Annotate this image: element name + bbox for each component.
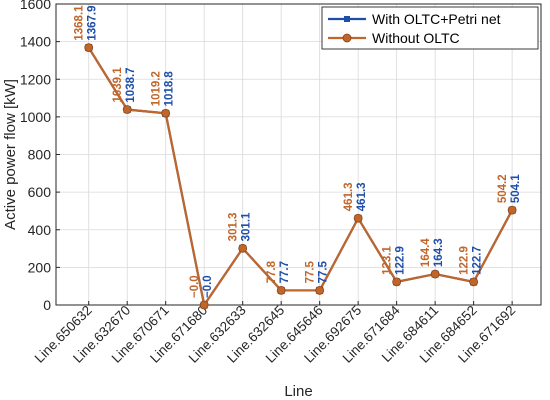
data-label: 77.5 [318, 260, 330, 283]
data-label: 1038.7 [125, 67, 137, 102]
data-point [315, 286, 325, 295]
legend-label: Without OLTC [372, 30, 460, 46]
data-point [276, 285, 286, 295]
data-label: 77.8 [266, 260, 278, 283]
y-tick-label: 200 [28, 259, 52, 275]
y-tick-label: 0 [43, 297, 51, 313]
data-label: 1367.9 [87, 5, 99, 40]
y-tick-label: 1000 [20, 109, 51, 125]
legend-box [321, 6, 539, 50]
data-label: 1018.8 [164, 71, 176, 107]
data-point [238, 243, 248, 253]
x-axis-title: Line [284, 383, 312, 400]
data-label: 122.9 [459, 246, 471, 275]
data-point [507, 205, 517, 215]
data-label: 122.7 [472, 246, 484, 275]
data-label: 77.5 [305, 260, 317, 283]
legend-marker [344, 16, 350, 22]
y-tick-label: 1600 [20, 0, 51, 12]
data-label: 122.9 [395, 246, 407, 275]
y-tick-label: 1200 [20, 71, 51, 87]
data-label: 504.2 [497, 174, 509, 203]
y-tick-label: 600 [28, 184, 52, 200]
data-label: 461.3 [343, 182, 355, 211]
y-tick-label: 800 [28, 147, 52, 163]
data-label: 164.4 [420, 238, 432, 267]
data-label: −0.0 [202, 275, 214, 298]
data-point [84, 43, 94, 53]
data-point [353, 213, 363, 223]
data-point [469, 277, 479, 287]
legend-label: With OLTC+Petri net [372, 11, 501, 27]
data-label: 504.1 [510, 174, 522, 203]
y-tick-label: 1400 [20, 34, 51, 50]
data-label: 1019.2 [151, 71, 163, 106]
data-label: 1368.1 [74, 5, 86, 41]
data-label: 301.1 [241, 212, 253, 241]
y-tick-label: 400 [28, 222, 52, 238]
data-label: 461.3 [356, 182, 368, 211]
y-axis-title: Active power flow [kW] [2, 79, 19, 230]
data-point [161, 108, 171, 118]
data-point [199, 300, 209, 310]
data-label: −0.0 [189, 275, 201, 298]
data-label: 1039.1 [112, 67, 124, 103]
series-line-without-oltc [87, 47, 514, 307]
data-label: 301.3 [228, 213, 240, 242]
data-label: 123.1 [382, 245, 394, 274]
data-point [122, 105, 132, 114]
data-point [392, 277, 402, 287]
legend-marker [342, 33, 352, 43]
data-label: 77.7 [279, 261, 291, 283]
data-point [430, 269, 440, 279]
data-label: 164.3 [433, 238, 445, 267]
